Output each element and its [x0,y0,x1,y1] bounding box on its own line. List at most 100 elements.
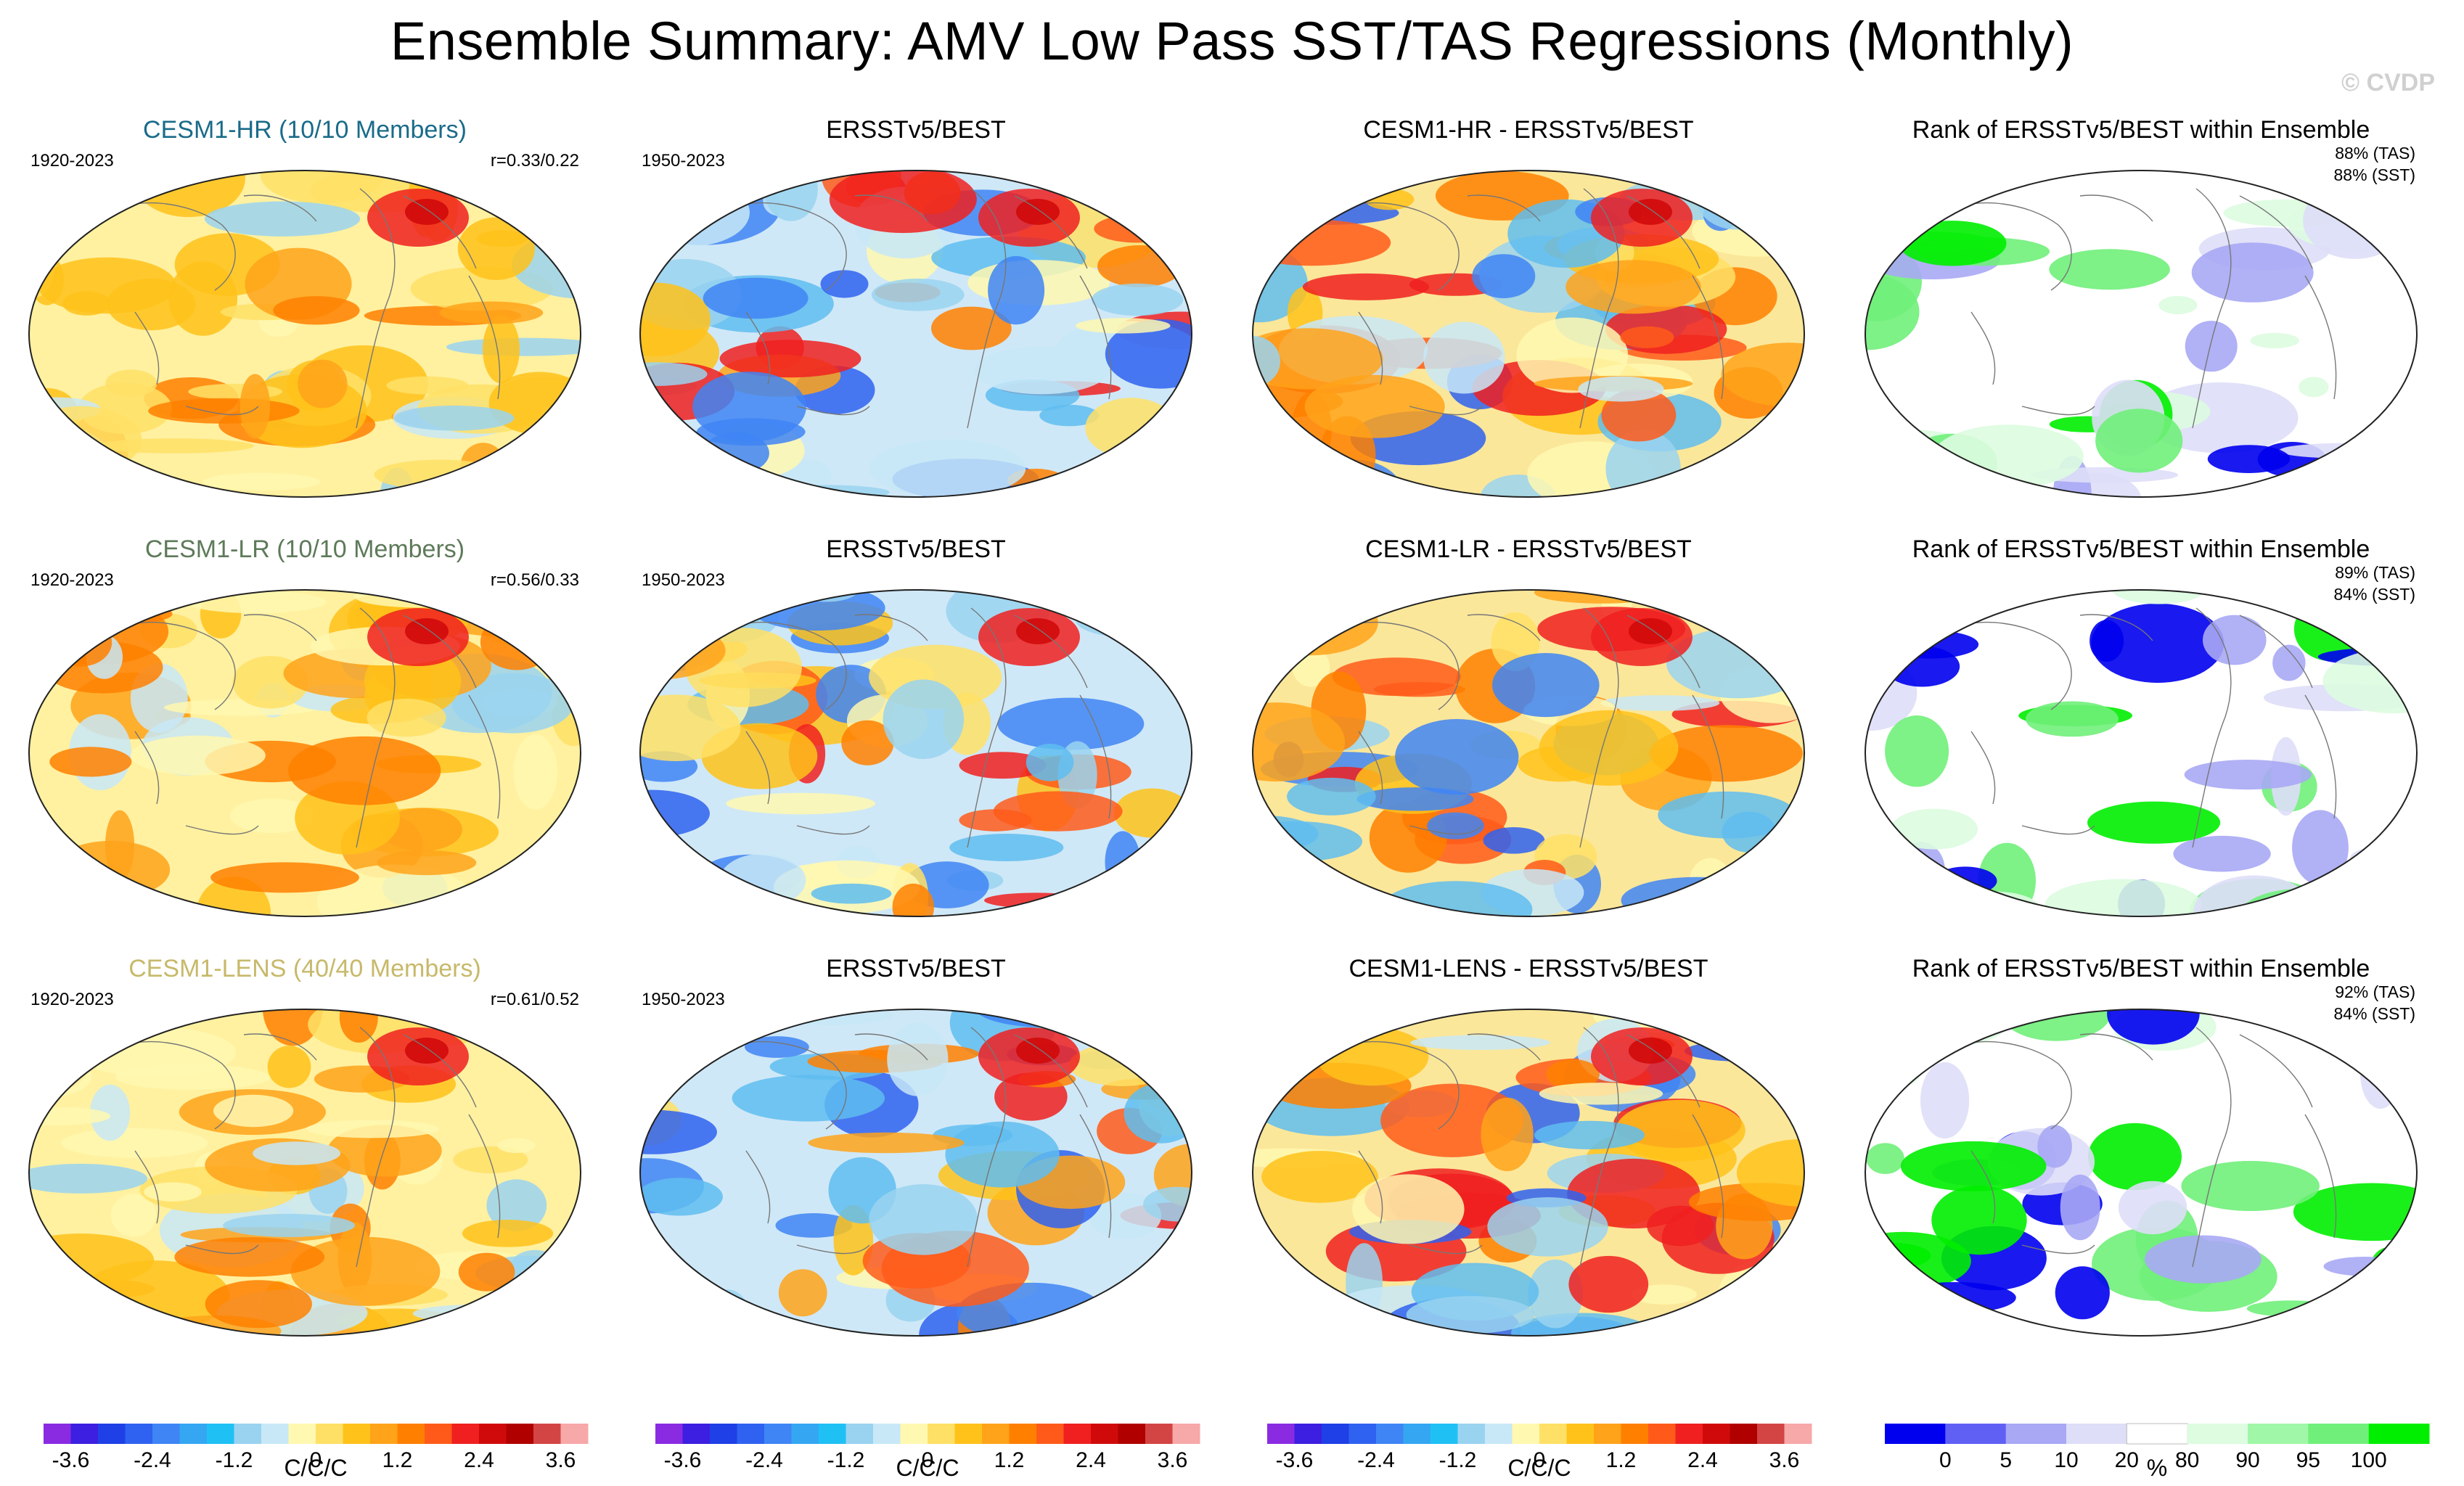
anomaly-region [1883,630,1979,659]
anomaly-region [1118,1278,1174,1306]
colorbar-swatch [343,1424,371,1444]
map-outline [639,589,1192,917]
map-panel-obs-row1: ERSSTv5/BEST 1950-2023 [626,116,1206,508]
anomaly-region [1346,1243,1383,1322]
colorbar-swatch [1267,1424,1295,1444]
anomaly-region [2305,1009,2397,1018]
rank-tas: 88% (TAS) [2335,144,2415,163]
anomaly-region [945,1121,1060,1188]
coastline [243,194,317,222]
anomaly-region [33,186,83,221]
anomaly-region [1302,273,1430,300]
anomaly-region [1704,590,1753,629]
anomaly-region [29,867,83,891]
colorbar-tick-label: -2.4 [745,1448,783,1472]
coastline [2304,1114,2337,1239]
anomaly-region [458,1252,515,1292]
anomaly-region [1616,1099,1745,1162]
colorbar-tick-label: -1.2 [827,1448,865,1472]
anomaly-region [640,1178,723,1216]
colorbar-swatch [2368,1424,2430,1444]
coastline [1692,694,1724,819]
anomaly-region [288,736,441,805]
anomaly-region [1101,1302,1192,1336]
coastline [2021,825,2095,835]
anomaly-region [1076,318,1171,334]
anomaly-region [1253,702,1346,782]
colorbar-tick-label: 1.2 [1606,1448,1637,1472]
coastline [1626,195,1700,269]
colorbar-swatch [1757,1424,1785,1444]
coastline [2239,615,2313,689]
anomaly-region [688,171,748,188]
colorbar-swatch [44,1424,71,1444]
anomaly-region [1136,451,1184,497]
colorbar-tick-label: -3.6 [664,1448,702,1472]
coastline [1079,275,1112,400]
anomaly-region [148,398,300,424]
anomaly-region [811,883,892,904]
colorbar-swatch [1009,1424,1037,1444]
map-panel-diff-row2: CESM1-LR - ERSSTv5/BEST [1238,535,1819,927]
panel-period: 1920-2023 [30,151,114,171]
anomaly-region [29,598,106,616]
anomaly-region [1885,715,1949,787]
anomaly-region [441,171,581,187]
colorbar-regression-2: -3.6 -2.4 -1.2 0 1.2 2.4 3.6 [655,1424,1200,1472]
colorbar-swatch [397,1424,425,1444]
coastline [1079,694,1112,819]
colorbar-swatch [1118,1424,1146,1444]
coastline [1579,607,1619,848]
coastline [2192,188,2232,429]
panel-period: 1950-2023 [642,570,725,590]
coastline [1336,621,1460,710]
anomaly-region [1706,877,1764,902]
pattern-correlation: r=0.61/0.52 [490,990,579,1009]
colorbar-swatch [1621,1424,1649,1444]
map-outline [1252,1009,1805,1337]
north-atlantic-core [1629,618,1672,644]
anomaly-region [763,485,890,497]
anomaly-region [130,735,266,776]
colorbar-swatch [2126,1423,2188,1445]
panel-title: Rank of ERSSTv5/BEST within Ensemble [1912,535,2370,563]
anomaly-region [871,279,965,311]
anomaly-region [185,590,327,614]
anomaly-region [1352,1174,1465,1244]
anomaly-region [829,171,977,234]
anomaly-region [959,752,1047,779]
anomaly-region [202,472,321,491]
anomaly-region [1097,245,1183,287]
coastline [1692,275,1724,400]
anomaly-region [484,460,581,488]
colorbar-swatch [846,1424,874,1444]
anomaly-region [1082,1009,1192,1044]
panel-title: Rank of ERSSTv5/BEST within Ensemble [1912,955,2370,982]
anomaly-region [640,282,711,357]
colorbar-tick-label: 20 [2115,1448,2139,1472]
anomaly-region [1568,1255,1649,1313]
map-panel-diff-row3: CESM1-LENS - ERSSTv5/BEST [1238,955,1819,1347]
world-map [639,1009,1192,1337]
coastline [1467,1033,1541,1061]
anomaly-region [640,602,662,630]
colorbar-tick-label: 0 [1534,1448,1546,1472]
coastline [1409,1244,1483,1255]
colorbar-tick-label: 95 [2296,1448,2320,1472]
coastline [403,1034,477,1108]
anomaly-region [1143,1186,1192,1222]
colorbar-swatch [1512,1424,1540,1444]
anomaly-region [1481,1097,1534,1172]
anomaly-region [476,230,528,247]
coastline [1336,202,1460,291]
map-panel-obs-row2: ERSSTv5/BEST 1950-2023 [626,535,1206,927]
rank-percentages: 88% (TAS) 88% (SST) [2334,142,2415,186]
coastline [356,188,396,429]
map-panel-rank-row3: Rank of ERSSTv5/BEST within Ensemble 92% … [1851,955,2431,1347]
map-panel-model-row1: CESM1-HR (10/10 Members) 1920-2023 r=0.33/… [15,116,595,508]
coastline [724,202,847,291]
anomaly-region [2372,853,2417,887]
anomaly-region [1920,1062,1970,1139]
anomaly-region [2173,835,2271,872]
panel-period: 1950-2023 [642,151,725,171]
